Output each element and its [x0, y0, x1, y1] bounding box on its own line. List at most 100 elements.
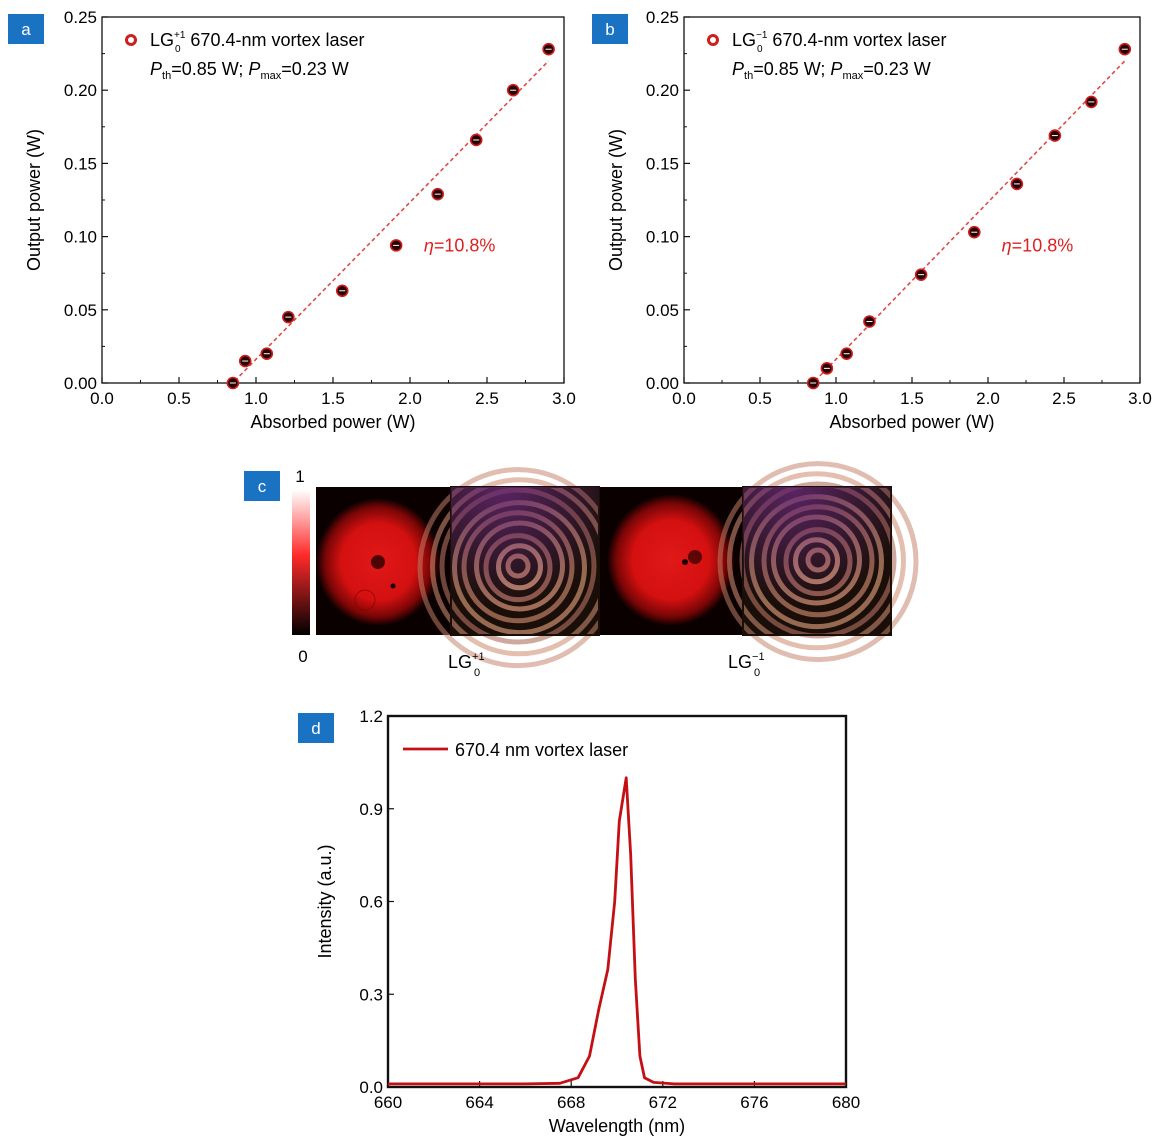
x-tick-label: 0.5 — [748, 389, 772, 408]
y-axis-label: Intensity (a.u.) — [315, 844, 335, 958]
x-tick-label: 660 — [374, 1093, 402, 1112]
data-point — [431, 187, 445, 201]
data-point — [238, 354, 252, 368]
y-tick-label: 0.05 — [646, 301, 679, 320]
svg-text:LG+1: LG+1 — [448, 651, 485, 672]
legend-marker — [125, 34, 137, 46]
interference-pattern-minus1 — [717, 461, 919, 663]
spectrum-line — [388, 776, 846, 1086]
panel-label: a — [21, 20, 31, 39]
y-tick-label: 0.20 — [64, 81, 97, 100]
data-point — [506, 83, 520, 97]
y-tick-label: 0.3 — [359, 985, 383, 1004]
y-tick-label: 0.9 — [359, 800, 383, 819]
y-tick-label: 0.20 — [646, 81, 679, 100]
beam-label-minus1: LG−1 0 — [728, 651, 765, 679]
data-point — [1085, 95, 1098, 109]
panel-a: a 0.0 0.5 1.0 1.5 2.0 2.5 3.00.000.050.100.150… — [8, 8, 576, 432]
data-point — [226, 376, 240, 390]
panel-c: c 1 0 LG — [244, 461, 919, 679]
data-point — [1118, 42, 1132, 56]
colorbar-max-label: 1 — [295, 467, 304, 486]
x-tick-label: 1.0 — [824, 389, 848, 408]
y-tick-label: 0.0 — [359, 1078, 383, 1097]
efficiency-annotation: η=10.8% — [1002, 235, 1074, 255]
data-point — [820, 362, 834, 375]
beam-label-plus1: LG+1 0 — [448, 651, 485, 679]
x-tick-label: 680 — [832, 1093, 860, 1112]
x-tick-label: 0.0 — [90, 389, 114, 408]
y-tick-label: 0.05 — [64, 301, 97, 320]
x-tick-label: 2.0 — [398, 389, 422, 408]
x-tick-label: 672 — [649, 1093, 677, 1112]
colorbar-min-label: 0 — [298, 647, 307, 666]
panel-d: d 660 664 668 672 676 680 0.0 0.3 0.6 0.9 1.2 Wavel… — [298, 707, 860, 1136]
interference-pattern-plus1 — [417, 467, 619, 669]
x-tick-label: 3.0 — [1128, 389, 1152, 408]
x-axis-label: Absorbed power (W) — [250, 412, 415, 432]
plot-b: 0.0 0.5 1.0 1.5 2.0 2.5 3.0 0.00 0.05 0.10 0.15 0.2… — [606, 8, 1152, 432]
data-point — [469, 133, 483, 147]
data-point — [840, 347, 853, 361]
svg-text:LG−1: LG−1 — [728, 651, 765, 672]
legend-label: 670.4 nm vortex laser — [455, 740, 628, 760]
x-tick-label: 1.5 — [321, 389, 345, 408]
panel-label-box — [592, 14, 628, 44]
y-tick-label: 0.15 — [64, 154, 97, 173]
y-tick-label: 0.10 — [646, 228, 679, 247]
y-tick-label: 0.6 — [359, 893, 383, 912]
panel-label-box — [8, 14, 44, 44]
panel-label: d — [311, 719, 320, 738]
x-tick-label: 676 — [740, 1093, 768, 1112]
fringe-ring — [727, 471, 906, 651]
data-point — [260, 347, 274, 361]
x-tick-label: 668 — [557, 1093, 585, 1112]
data-point — [863, 315, 876, 328]
x-tick-label: 2.5 — [475, 389, 499, 408]
data-point — [389, 239, 403, 252]
svg-text:0: 0 — [474, 667, 480, 679]
legend-subscript: 0 — [175, 44, 181, 55]
data-point — [282, 310, 295, 324]
y-axis-label: Output power (W) — [24, 129, 44, 271]
legend-params: Pth=0.85 W; Pmax=0.23 W — [150, 59, 349, 82]
y-axis-label: Output power (W) — [606, 129, 626, 271]
plot-d: 660 664 668 672 676 680 0.0 0.3 0.6 0.9 1.2 Wavelen… — [315, 707, 860, 1136]
x-tick-label: 1.5 — [900, 389, 924, 408]
panel-label: b — [605, 20, 614, 39]
y-tick-label: 0.15 — [646, 154, 679, 173]
panel-label-box — [244, 471, 280, 501]
panel-label: c — [258, 477, 267, 496]
efficiency-annotation: η=10.8% — [424, 235, 496, 255]
data-point — [914, 268, 928, 281]
colorbar — [292, 490, 310, 635]
fringe-ring — [717, 461, 919, 663]
panel-b: b 0.0 0.5 1.0 1.5 2.0 2.5 3.00.000.050.100.150… — [592, 8, 1152, 432]
x-tick-label: 2.5 — [1052, 389, 1076, 408]
data-point — [1010, 177, 1024, 191]
svg-text:0: 0 — [754, 667, 760, 679]
legend-marker — [707, 34, 719, 46]
data-point — [968, 225, 981, 239]
y-tick-label: 0.25 — [646, 8, 679, 27]
y-tick-label: 1.2 — [359, 707, 383, 726]
data-point — [542, 42, 555, 56]
x-tick-label: 0.0 — [672, 389, 696, 408]
x-axis-label: Wavelength (nm) — [549, 1116, 685, 1136]
data-point — [335, 284, 349, 298]
plot-frame — [386, 714, 848, 1089]
y-tick-label: 0.25 — [64, 8, 97, 27]
linear-fit-line — [229, 60, 550, 387]
legend-title: LG+1 670.4-nm vortex laser — [150, 30, 365, 50]
x-tick-label: 3.0 — [552, 389, 576, 408]
x-tick-label: 0.5 — [167, 389, 191, 408]
x-axis-label: Absorbed power (W) — [829, 412, 994, 432]
x-tick-label: 1.0 — [244, 389, 268, 408]
plot-a: 0.0 0.5 1.0 1.5 2.0 2.5 3.0 0.00 0.05 0.10 0.15 0.2… — [24, 8, 576, 432]
data-point — [806, 376, 820, 390]
data-point — [1048, 129, 1062, 142]
panel-label-box — [298, 713, 334, 743]
